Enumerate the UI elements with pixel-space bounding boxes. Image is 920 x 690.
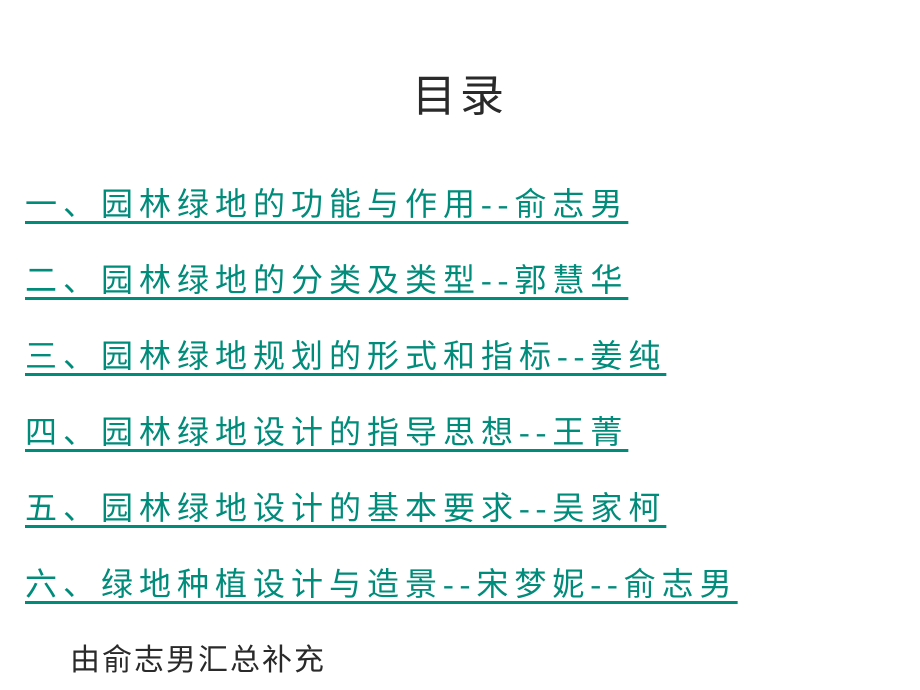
- page-title: 目录: [20, 60, 900, 124]
- toc-item-6[interactable]: 六、绿地种植设计与造景--宋梦妮--俞志男: [25, 559, 900, 605]
- toc-list: 一、园林绿地的功能与作用--俞志男 二、园林绿地的分类及类型--郭慧华 三、园林…: [20, 179, 900, 605]
- toc-item-2[interactable]: 二、园林绿地的分类及类型--郭慧华: [25, 255, 900, 301]
- toc-item-5[interactable]: 五、园林绿地设计的基本要求--吴家柯: [25, 483, 900, 529]
- toc-item-1[interactable]: 一、园林绿地的功能与作用--俞志男: [25, 179, 900, 225]
- toc-item-4[interactable]: 四、园林绿地设计的指导思想--王菁: [25, 407, 900, 453]
- footer-note: 由俞志男汇总补充: [20, 635, 900, 679]
- toc-item-3[interactable]: 三、园林绿地规划的形式和指标--姜纯: [25, 331, 900, 377]
